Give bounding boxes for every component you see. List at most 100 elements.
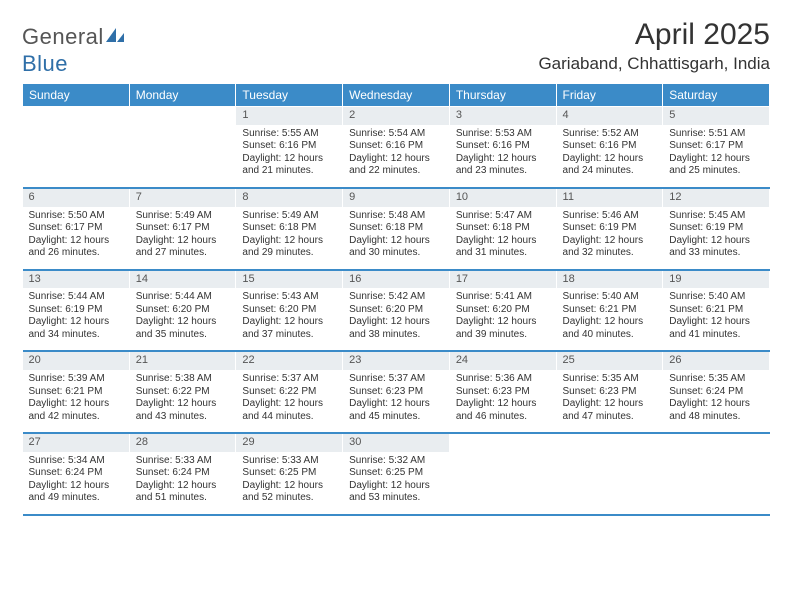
sunrise-text: Sunrise: 5:48 AM [349, 210, 443, 223]
brand-text: GeneralBlue [22, 24, 125, 77]
calendar-cell: 23Sunrise: 5:37 AMSunset: 6:23 PMDayligh… [343, 351, 450, 433]
col-thursday: Thursday [449, 84, 556, 107]
calendar-week-row: 27Sunrise: 5:34 AMSunset: 6:24 PMDayligh… [23, 433, 770, 515]
sunset-text: Sunset: 6:19 PM [563, 222, 657, 235]
title-block: April 2025 Gariaband, Chhattisgarh, Indi… [538, 18, 770, 74]
day-number: 18 [557, 271, 663, 289]
sunset-text: Sunset: 6:21 PM [29, 386, 123, 399]
calendar-cell [129, 107, 236, 188]
day-body: Sunrise: 5:52 AMSunset: 6:16 PMDaylight:… [557, 125, 663, 187]
calendar-cell [449, 433, 556, 515]
calendar-cell: 7Sunrise: 5:49 AMSunset: 6:17 PMDaylight… [129, 188, 236, 270]
day-number: 1 [236, 107, 342, 125]
calendar-cell [23, 107, 130, 188]
day-number: 7 [130, 189, 236, 207]
daylight-text: Daylight: 12 hours and 24 minutes. [563, 153, 657, 178]
daylight-text: Daylight: 12 hours and 30 minutes. [349, 235, 443, 260]
daylight-text: Daylight: 12 hours and 31 minutes. [456, 235, 550, 260]
day-body: Sunrise: 5:54 AMSunset: 6:16 PMDaylight:… [343, 125, 449, 187]
day-body: Sunrise: 5:51 AMSunset: 6:17 PMDaylight:… [663, 125, 769, 187]
day-body: Sunrise: 5:53 AMSunset: 6:16 PMDaylight:… [450, 125, 556, 187]
sunset-text: Sunset: 6:20 PM [456, 304, 550, 317]
calendar-cell [556, 433, 663, 515]
sunrise-text: Sunrise: 5:40 AM [563, 291, 657, 304]
daylight-text: Daylight: 12 hours and 25 minutes. [669, 153, 763, 178]
day-number: 28 [130, 434, 236, 452]
daylight-text: Daylight: 12 hours and 32 minutes. [563, 235, 657, 260]
calendar-cell: 29Sunrise: 5:33 AMSunset: 6:25 PMDayligh… [236, 433, 343, 515]
day-number: 15 [236, 271, 342, 289]
sunrise-text: Sunrise: 5:37 AM [242, 373, 336, 386]
day-body: Sunrise: 5:40 AMSunset: 6:21 PMDaylight:… [663, 288, 769, 350]
day-body: Sunrise: 5:47 AMSunset: 6:18 PMDaylight:… [450, 207, 556, 269]
sunrise-text: Sunrise: 5:41 AM [456, 291, 550, 304]
calendar-cell: 6Sunrise: 5:50 AMSunset: 6:17 PMDaylight… [23, 188, 130, 270]
sunset-text: Sunset: 6:18 PM [349, 222, 443, 235]
brand-part1: General [22, 24, 104, 49]
daylight-text: Daylight: 12 hours and 51 minutes. [136, 480, 230, 505]
sunrise-text: Sunrise: 5:47 AM [456, 210, 550, 223]
daylight-text: Daylight: 12 hours and 42 minutes. [29, 398, 123, 423]
calendar-cell: 5Sunrise: 5:51 AMSunset: 6:17 PMDaylight… [663, 107, 770, 188]
day-number: 8 [236, 189, 342, 207]
sunrise-text: Sunrise: 5:39 AM [29, 373, 123, 386]
sunset-text: Sunset: 6:19 PM [29, 304, 123, 317]
calendar-cell: 11Sunrise: 5:46 AMSunset: 6:19 PMDayligh… [556, 188, 663, 270]
day-body: Sunrise: 5:33 AMSunset: 6:24 PMDaylight:… [130, 452, 236, 514]
daylight-text: Daylight: 12 hours and 22 minutes. [349, 153, 443, 178]
calendar-cell: 14Sunrise: 5:44 AMSunset: 6:20 PMDayligh… [129, 270, 236, 352]
calendar-cell: 2Sunrise: 5:54 AMSunset: 6:16 PMDaylight… [343, 107, 450, 188]
day-body: Sunrise: 5:37 AMSunset: 6:22 PMDaylight:… [236, 370, 342, 432]
day-body: Sunrise: 5:44 AMSunset: 6:19 PMDaylight:… [23, 288, 129, 350]
day-number: 4 [557, 107, 663, 125]
day-body: Sunrise: 5:40 AMSunset: 6:21 PMDaylight:… [557, 288, 663, 350]
daylight-text: Daylight: 12 hours and 34 minutes. [29, 316, 123, 341]
daylight-text: Daylight: 12 hours and 40 minutes. [563, 316, 657, 341]
sunset-text: Sunset: 6:18 PM [456, 222, 550, 235]
daylight-text: Daylight: 12 hours and 48 minutes. [669, 398, 763, 423]
calendar-cell: 25Sunrise: 5:35 AMSunset: 6:23 PMDayligh… [556, 351, 663, 433]
header: GeneralBlue April 2025 Gariaband, Chhatt… [22, 18, 770, 77]
day-body: Sunrise: 5:50 AMSunset: 6:17 PMDaylight:… [23, 207, 129, 269]
daylight-text: Daylight: 12 hours and 52 minutes. [242, 480, 336, 505]
calendar-cell: 12Sunrise: 5:45 AMSunset: 6:19 PMDayligh… [663, 188, 770, 270]
sunrise-text: Sunrise: 5:40 AM [669, 291, 763, 304]
calendar-week-row: 20Sunrise: 5:39 AMSunset: 6:21 PMDayligh… [23, 351, 770, 433]
sunrise-text: Sunrise: 5:45 AM [669, 210, 763, 223]
calendar-cell: 24Sunrise: 5:36 AMSunset: 6:23 PMDayligh… [449, 351, 556, 433]
calendar-cell: 20 Sunrise: 5:39 AMSunset: 6:21 PMDayligh… [23, 351, 130, 433]
calendar-cell: 4Sunrise: 5:52 AMSunset: 6:16 PMDaylight… [556, 107, 663, 188]
daylight-text: Daylight: 12 hours and 33 minutes. [669, 235, 763, 260]
calendar-cell: 26Sunrise: 5:35 AMSunset: 6:24 PMDayligh… [663, 351, 770, 433]
daylight-text: Daylight: 12 hours and 49 minutes. [29, 480, 123, 505]
day-body: Sunrise: 5:32 AMSunset: 6:25 PMDaylight:… [343, 452, 449, 514]
sunset-text: Sunset: 6:23 PM [563, 386, 657, 399]
calendar-cell: 27Sunrise: 5:34 AMSunset: 6:24 PMDayligh… [23, 433, 130, 515]
calendar-cell: 1Sunrise: 5:55 AMSunset: 6:16 PMDaylight… [236, 107, 343, 188]
day-body: Sunrise: 5:38 AMSunset: 6:22 PMDaylight:… [130, 370, 236, 432]
sunset-text: Sunset: 6:20 PM [242, 304, 336, 317]
sunrise-text: Sunrise: 5:36 AM [456, 373, 550, 386]
sunrise-text: Sunrise: 5:35 AM [563, 373, 657, 386]
sunset-text: Sunset: 6:21 PM [669, 304, 763, 317]
daylight-text: Daylight: 12 hours and 38 minutes. [349, 316, 443, 341]
sunset-text: Sunset: 6:17 PM [29, 222, 123, 235]
day-number: 10 [450, 189, 556, 207]
col-wednesday: Wednesday [343, 84, 450, 107]
calendar-cell: 30Sunrise: 5:32 AMSunset: 6:25 PMDayligh… [343, 433, 450, 515]
sunrise-text: Sunrise: 5:51 AM [669, 128, 763, 141]
calendar-cell: 8Sunrise: 5:49 AMSunset: 6:18 PMDaylight… [236, 188, 343, 270]
daylight-text: Daylight: 12 hours and 41 minutes. [669, 316, 763, 341]
sunset-text: Sunset: 6:23 PM [349, 386, 443, 399]
day-number: 20 [23, 352, 129, 370]
day-body: Sunrise: 5:35 AMSunset: 6:24 PMDaylight:… [663, 370, 769, 432]
calendar-cell: 28Sunrise: 5:33 AMSunset: 6:24 PMDayligh… [129, 433, 236, 515]
sunrise-text: Sunrise: 5:33 AM [242, 455, 336, 468]
sunset-text: Sunset: 6:25 PM [242, 467, 336, 480]
daylight-text: Daylight: 12 hours and 43 minutes. [136, 398, 230, 423]
day-number: 3 [450, 107, 556, 125]
sunrise-text: Sunrise: 5:32 AM [349, 455, 443, 468]
day-number: 12 [663, 189, 769, 207]
sunset-text: Sunset: 6:24 PM [136, 467, 230, 480]
month-title: April 2025 [538, 18, 770, 52]
